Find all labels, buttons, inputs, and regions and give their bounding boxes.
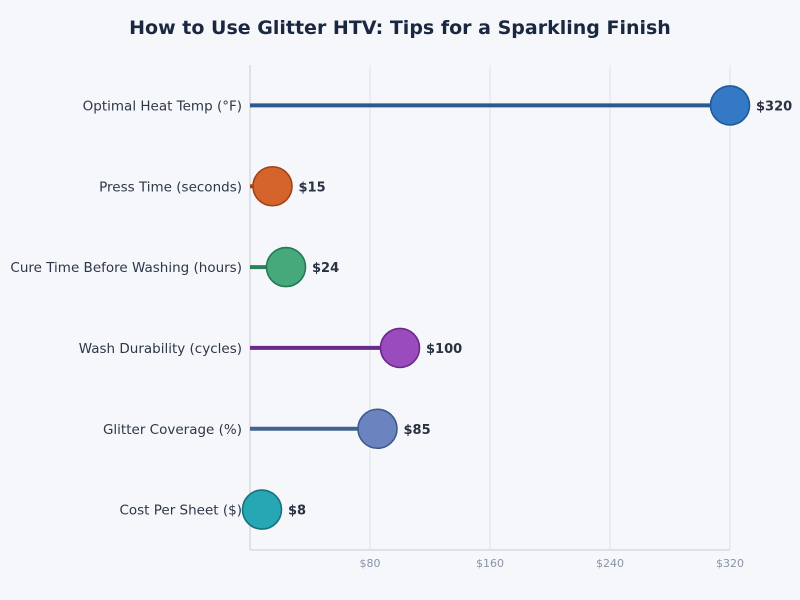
- lollipop-head: [252, 165, 293, 207]
- category-label: Cure Time Before Washing (hours): [10, 260, 242, 276]
- data-label: $320: [756, 99, 792, 114]
- chart-title: How to Use Glitter HTV: Tips for a Spark…: [129, 17, 671, 39]
- lollipop-head: [709, 85, 751, 126]
- lollipop-head: [241, 489, 283, 530]
- x-tick-label: $320: [716, 557, 744, 570]
- category-label: Press Time (seconds): [99, 179, 242, 195]
- lollipop-head: [357, 408, 398, 450]
- data-label: $15: [299, 180, 326, 195]
- data-label: $85: [404, 423, 431, 438]
- data-label: $100: [426, 342, 462, 357]
- lollipop-head: [379, 327, 421, 369]
- category-label: Glitter Coverage (%): [103, 422, 242, 438]
- lollipop-head: [265, 246, 307, 288]
- x-tick-label: $240: [596, 557, 624, 570]
- category-label: Optimal Heat Temp (°F): [83, 98, 242, 114]
- data-label: $24: [312, 261, 339, 276]
- data-label: $8: [288, 504, 306, 519]
- x-tick-label: $160: [476, 557, 504, 570]
- x-tick-label: $80: [360, 557, 381, 570]
- category-label: Cost Per Sheet ($): [119, 503, 242, 519]
- category-label: Wash Durability (cycles): [79, 341, 242, 357]
